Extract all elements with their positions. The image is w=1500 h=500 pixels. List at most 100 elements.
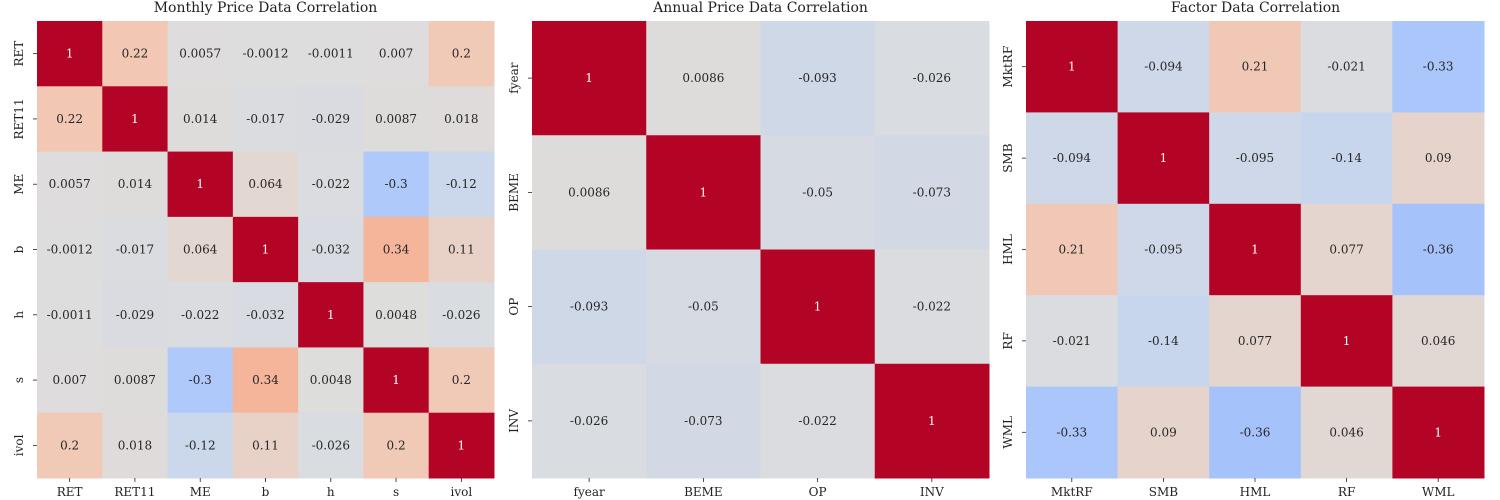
annual-cell-label-2-0: -0.093	[570, 300, 608, 314]
monthly-cell-1-2	[167, 86, 234, 153]
monthly-cell-label-5-5: 1	[392, 373, 400, 387]
factor-cell-label-4-1: 0.09	[1150, 425, 1177, 439]
monthly-cell-2-4	[298, 151, 364, 218]
monthly-cell-4-5	[363, 282, 430, 348]
monthly-cell-3-0	[37, 216, 103, 283]
factor-cell-1-3	[1300, 112, 1393, 205]
monthly-cell-0-6	[428, 21, 495, 87]
monthly-cell-label-1-0: 0.22	[56, 112, 83, 126]
monthly-cell-2-5	[363, 151, 430, 218]
factor-cell-label-3-2: 0.077	[1238, 334, 1272, 348]
factor-cell-4-1	[1117, 386, 1210, 479]
monthly-x-tick-label: s	[393, 485, 399, 499]
factor-cell-label-2-4: -0.36	[1423, 243, 1454, 257]
monthly-cell-label-6-4: -0.026	[312, 438, 350, 452]
factor-cell-label-4-2: -0.36	[1240, 425, 1271, 439]
annual-cell-label-3-1: -0.073	[684, 414, 722, 428]
factor-x-tick-label: HML	[1240, 485, 1271, 499]
monthly-cell-label-4-6: -0.026	[442, 308, 480, 322]
factor-cell-0-4	[1392, 21, 1485, 113]
factor-cell-label-1-3: -0.14	[1331, 151, 1362, 165]
monthly-cell-1-3	[232, 86, 299, 153]
monthly-cell-label-2-4: -0.022	[312, 177, 350, 191]
monthly-x-tick-label: h	[327, 485, 335, 499]
monthly-y-tick-label: RET11	[12, 98, 26, 139]
monthly-cell-label-0-4: -0.0011	[308, 47, 354, 61]
monthly-cell-4-6	[428, 282, 495, 348]
monthly-cell-label-1-1: 1	[131, 112, 139, 126]
factor-heatmap-panel: Factor Data Correlation 1 -0.094 0.21 -0.02…	[1001, 0, 1485, 499]
factor-cell-2-0	[1026, 203, 1119, 296]
monthly-cell-1-0	[37, 86, 103, 153]
annual-cell-label-0-2: -0.093	[798, 71, 836, 85]
monthly-cell-4-0	[37, 282, 103, 348]
monthly-cell-4-1	[102, 282, 169, 348]
monthly-y-tick-label: RET	[12, 41, 26, 67]
factor-cell-3-4	[1392, 295, 1485, 388]
monthly-cell-label-6-3: 0.11	[252, 438, 279, 452]
monthly-y-tick-label: s	[12, 377, 26, 383]
monthly-cell-1-6	[428, 86, 495, 153]
factor-y-tick-label: WML	[1001, 416, 1015, 449]
monthly-cell-0-4	[298, 21, 364, 87]
annual-cell-label-3-2: -0.022	[798, 414, 836, 428]
factor-cell-label-1-2: -0.095	[1236, 151, 1274, 165]
monthly-cell-6-1	[102, 412, 169, 479]
monthly-cell-1-5	[363, 86, 430, 153]
monthly-cell-label-3-1: -0.017	[116, 243, 154, 257]
factor-cell-label-0-4: -0.33	[1423, 60, 1454, 74]
annual-cell-0-1	[646, 21, 761, 136]
factor-y-tick-label: MktRF	[1001, 46, 1015, 88]
factor-cell-0-0	[1026, 21, 1119, 113]
factor-cell-label-3-1: -0.14	[1148, 334, 1179, 348]
monthly-cell-0-0	[37, 21, 103, 87]
monthly-cell-label-4-4: 1	[327, 308, 335, 322]
monthly-cell-5-5	[363, 347, 430, 414]
annual-cell-1-0	[532, 135, 647, 250]
annual-y-tick-label: OP	[507, 298, 521, 316]
factor-cell-0-1	[1117, 21, 1210, 113]
monthly-cell-label-1-5: 0.0087	[375, 112, 417, 126]
factor-heatmap-title: Factor Data Correlation	[1171, 0, 1340, 16]
monthly-cell-2-0	[37, 151, 103, 218]
factor-cell-2-4	[1392, 203, 1485, 296]
monthly-cell-6-4	[298, 412, 364, 479]
annual-heatmap-title: Annual Price Data Correlation	[652, 0, 868, 16]
factor-x-tick-label: SMB	[1149, 485, 1179, 499]
monthly-cell-6-5	[363, 412, 430, 479]
monthly-cell-label-3-5: 0.34	[383, 243, 410, 257]
factor-cell-label-1-0: -0.094	[1053, 151, 1092, 165]
monthly-cell-1-4	[298, 86, 364, 153]
monthly-cell-2-1	[102, 151, 169, 218]
monthly-cell-label-3-6: 0.11	[448, 243, 475, 257]
monthly-heatmap-title: Monthly Price Data Correlation	[154, 0, 378, 16]
monthly-cell-label-2-1: 0.014	[118, 177, 153, 191]
annual-y-tick-label: BEME	[507, 173, 521, 212]
annual-cell-label-2-2: 1	[814, 300, 822, 314]
factor-cell-label-1-1: 1	[1160, 151, 1168, 165]
annual-cell-1-2	[760, 135, 876, 250]
factor-cell-4-0	[1026, 386, 1119, 479]
factor-cell-label-4-4: 1	[1434, 425, 1442, 439]
monthly-cell-label-1-6: 0.018	[444, 112, 478, 126]
annual-cell-3-3	[874, 363, 990, 479]
factor-x-tick-label: WML	[1422, 485, 1455, 499]
annual-cell-1-1	[646, 135, 761, 250]
monthly-cell-5-3	[232, 347, 299, 414]
monthly-cell-label-0-2: 0.0057	[179, 47, 221, 61]
factor-cell-label-0-2: 0.21	[1242, 60, 1269, 74]
monthly-y-tick-label: ivol	[12, 434, 26, 456]
factor-cell-2-2	[1209, 203, 1302, 296]
factor-cell-2-3	[1300, 203, 1393, 296]
monthly-cell-6-2	[167, 412, 234, 479]
annual-cell-3-2	[760, 363, 876, 479]
annual-cell-label-2-3: -0.022	[913, 300, 951, 314]
monthly-cell-0-2	[167, 21, 234, 87]
monthly-cell-2-6	[428, 151, 495, 218]
factor-cell-label-0-1: -0.094	[1144, 60, 1183, 74]
monthly-cell-label-4-5: 0.0048	[375, 308, 417, 322]
monthly-cell-5-2	[167, 347, 234, 414]
annual-cell-0-3	[874, 21, 990, 136]
monthly-cell-label-2-5: -0.3	[385, 177, 408, 191]
monthly-cell-label-6-2: -0.12	[185, 438, 216, 452]
